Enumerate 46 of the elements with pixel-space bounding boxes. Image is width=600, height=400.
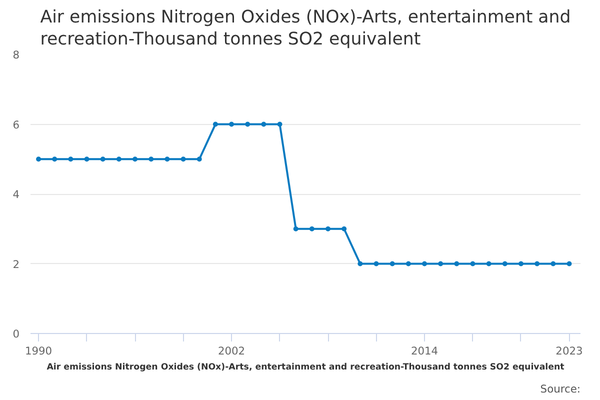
point — [212, 122, 218, 127]
point — [148, 156, 154, 162]
x-tick-label: 2014 — [410, 344, 438, 358]
source-note: Source: — [540, 382, 581, 396]
point — [406, 261, 411, 266]
point — [502, 261, 508, 266]
y-tick-label: 4 — [12, 188, 20, 201]
point — [180, 156, 186, 162]
point — [374, 261, 379, 266]
point — [164, 156, 170, 162]
y-tick-label: 8 — [12, 48, 20, 62]
point — [534, 261, 540, 266]
point — [358, 261, 363, 266]
point — [518, 261, 524, 266]
point — [454, 261, 460, 266]
point — [566, 261, 572, 266]
x-tick-label: 1990 — [24, 344, 52, 358]
x-tick-label: 2002 — [218, 344, 246, 358]
point — [470, 261, 476, 266]
point — [438, 261, 444, 266]
point — [52, 156, 58, 162]
y-tick-label: 0 — [12, 328, 20, 340]
point — [245, 122, 250, 127]
point — [36, 156, 42, 162]
point — [422, 261, 428, 266]
point — [116, 156, 122, 162]
point — [132, 156, 138, 162]
point — [68, 156, 74, 162]
point — [342, 226, 347, 232]
x-axis-title: Air emissions Nitrogen Oxides (NOx)-Arts, entertainment and recreation-Thousand tonnes SO2 equivalent — [46, 362, 564, 372]
chart-title: Air emissions Nitrogen Oxides (NOx)-Arts, entertainment and recreation-Thousand tonnes SO2 equivalent — [40, 8, 571, 50]
point — [84, 156, 90, 162]
point — [309, 226, 314, 232]
y-tick-label: 2 — [12, 258, 20, 271]
point — [229, 122, 234, 127]
point — [100, 156, 106, 162]
point — [390, 261, 395, 266]
point — [326, 226, 331, 232]
point — [486, 261, 492, 266]
point — [293, 226, 298, 232]
point — [550, 261, 556, 266]
point — [196, 156, 202, 162]
point — [277, 122, 282, 127]
x-tick-label: 2023 — [556, 344, 583, 358]
point — [261, 122, 266, 127]
y-tick-label: 6 — [12, 118, 20, 132]
